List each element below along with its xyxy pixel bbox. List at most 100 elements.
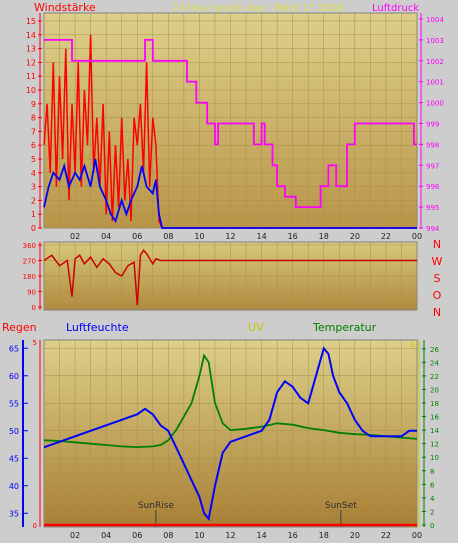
chart-title: 24 hour graph day : Marz 17 2018 — [172, 3, 343, 14]
direction-tick-label: 0 — [32, 304, 36, 312]
wind-tick-label: 8 — [31, 114, 36, 123]
temperature-axis-label: Temperatur — [312, 321, 377, 334]
temperature-tick-label: 20 — [430, 386, 439, 394]
hour-tick-label: 12 — [225, 531, 235, 540]
direction-grid — [43, 242, 418, 310]
hour-tick-label: 22 — [381, 232, 391, 241]
hour-tick-label: 00 — [412, 531, 422, 540]
hour-tick-label: 06 — [132, 232, 142, 241]
humidity-tick-label: 55 — [9, 399, 19, 408]
temperature-tick-label: 18 — [430, 400, 439, 408]
direction-tick-label: 360 — [23, 242, 36, 250]
temperature-tick-label: 0 — [430, 522, 434, 530]
direction-y-axis: 0 90 180 270 360 — [23, 242, 42, 312]
wind-tick-label: 2 — [31, 196, 36, 205]
humidity-tick-label: 50 — [9, 427, 19, 436]
wind-tick-label: 7 — [31, 127, 36, 136]
pressure-tick-label: 999 — [426, 121, 439, 129]
hour-tick-label: 12 — [225, 232, 235, 241]
wind-axis-label: Windstärke — [34, 1, 96, 14]
humidity-axis-label: Luftfeuchte — [66, 321, 129, 334]
wind-average-line — [43, 158, 417, 229]
rain-y-axis: 50 — [33, 339, 41, 530]
humidity-line — [43, 346, 417, 522]
wind-tick-label: 1 — [31, 210, 36, 219]
hour-tick-label: 22 — [381, 531, 391, 540]
pressure-line — [44, 39, 417, 209]
pressure-tick-label: 1003 — [426, 37, 444, 45]
direction-tick-label: 90 — [27, 289, 36, 297]
pressure-tick-label: 998 — [426, 141, 439, 149]
pressure-tick-label: 1004 — [426, 16, 444, 24]
temperature-tick-label: 14 — [430, 427, 439, 435]
temperature-tick-label: 4 — [430, 495, 435, 503]
pressure-tick-label: 996 — [426, 183, 440, 191]
humidity-tick-label: 65 — [9, 344, 19, 353]
hour-tick-label: 00 — [412, 232, 422, 241]
pressure-tick-label: 1002 — [426, 58, 444, 66]
wind-tick-label: 3 — [31, 183, 36, 192]
wind-tick-label: 11 — [26, 72, 36, 81]
hour-tick-label: 14 — [256, 232, 266, 241]
wind-tick-label: 4 — [31, 169, 36, 178]
wind-tick-label: 10 — [26, 86, 36, 95]
compass-letter: W — [432, 255, 443, 268]
rain-tick-label: 5 — [33, 339, 37, 347]
temperature-tick-label: 8 — [430, 468, 434, 476]
temperature-tick-label: 2 — [430, 508, 434, 516]
pressure-tick-label: 994 — [426, 225, 440, 233]
humidity-tick-label: 35 — [9, 509, 19, 518]
wind-tick-label: 12 — [26, 58, 36, 67]
pressure-tick-label: 997 — [426, 162, 439, 170]
compass-letter: N — [433, 306, 441, 319]
wind-direction-line — [43, 248, 417, 306]
temperature-tick-label: 16 — [430, 414, 439, 422]
wind-tick-label: 14 — [26, 31, 36, 40]
sunset-label: SunSet — [325, 501, 357, 511]
hour-tick-label: 10 — [194, 232, 204, 241]
hour-tick-label: 16 — [288, 531, 298, 540]
hour-tick-label: 08 — [163, 232, 173, 241]
pressure-tick-label: 1001 — [426, 79, 444, 87]
wind-tick-label: 0 — [31, 224, 36, 233]
wind-tick-label: 15 — [26, 17, 36, 26]
hour-tick-label: 10 — [194, 531, 204, 540]
rain-axis-label: Regen — [2, 321, 37, 334]
temperature-line — [43, 353, 418, 449]
hour-tick-label: 20 — [350, 232, 360, 241]
hour-tick-label: 04 — [101, 531, 111, 540]
temperature-tick-label: 12 — [430, 441, 439, 449]
temperature-tick-label: 10 — [430, 454, 439, 462]
compass-letter: N — [433, 238, 441, 251]
hour-tick-label: 20 — [350, 531, 360, 540]
hour-tick-label: 02 — [70, 232, 80, 241]
wind-tick-label: 6 — [31, 141, 36, 150]
wind-speed-line — [43, 34, 417, 229]
hour-tick-label: 16 — [288, 232, 298, 241]
sunrise-label: SunRise — [138, 501, 175, 511]
hour-tick-label: 04 — [101, 232, 111, 241]
compass-letter: O — [433, 289, 442, 302]
hour-tick-label: 18 — [319, 531, 329, 540]
humidity-tick-label: 45 — [9, 454, 19, 463]
temperature-tick-label: 6 — [430, 481, 435, 489]
uv-tick-label: 8 — [411, 341, 415, 349]
wind-x-axis: 02 04 06 08 10 12 14 16 18 20 22 00 — [70, 232, 422, 241]
temperature-tick-label: 26 — [430, 346, 439, 354]
direction-tick-label: 180 — [23, 273, 36, 281]
hour-tick-label: 02 — [70, 531, 80, 540]
hour-tick-label: 06 — [132, 531, 142, 540]
humidity-tick-label: 40 — [9, 482, 19, 491]
rain-tick-label: 0 — [33, 522, 37, 530]
pressure-y-axis: 994 995 996 997 998 999 1000 1001 1002 1003 1004 — [419, 13, 444, 233]
hour-tick-label: 18 — [319, 232, 329, 241]
hour-tick-label: 14 — [256, 531, 266, 540]
compass-letter: S — [434, 272, 441, 285]
humidity-x-axis: 02 04 06 08 10 12 14 16 18 20 22 00 — [70, 531, 422, 540]
pressure-tick-label: 995 — [426, 204, 439, 212]
uv-axis-label: UV — [248, 321, 264, 334]
